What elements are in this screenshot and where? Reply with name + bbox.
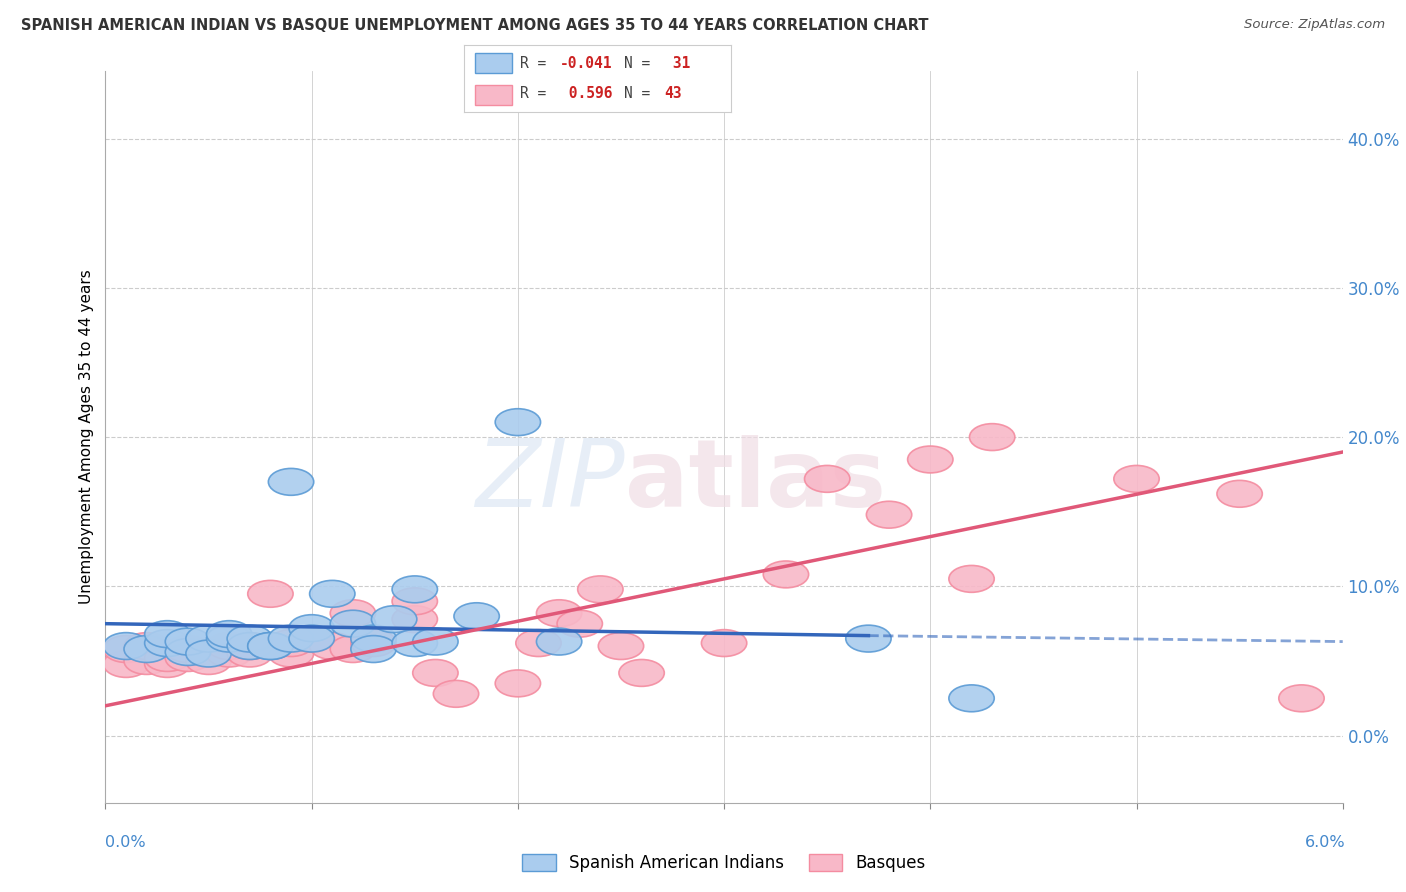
Text: R =: R = [520,56,555,70]
Ellipse shape [392,630,437,657]
Ellipse shape [290,625,335,652]
Ellipse shape [228,640,273,667]
Ellipse shape [228,632,273,659]
Legend: Spanish American Indians, Basques: Spanish American Indians, Basques [516,847,932,879]
Text: SPANISH AMERICAN INDIAN VS BASQUE UNEMPLOYMENT AMONG AGES 35 TO 44 YEARS CORRELA: SPANISH AMERICAN INDIAN VS BASQUE UNEMPL… [21,18,928,33]
Ellipse shape [413,659,458,686]
Y-axis label: Unemployment Among Ages 35 to 44 years: Unemployment Among Ages 35 to 44 years [79,269,94,605]
Ellipse shape [495,670,540,697]
Ellipse shape [866,501,911,528]
Ellipse shape [207,640,252,667]
Ellipse shape [186,625,231,652]
Bar [475,85,512,104]
Ellipse shape [537,599,582,627]
Ellipse shape [970,424,1015,450]
Ellipse shape [309,581,354,607]
Text: 31: 31 [665,56,690,70]
Text: Source: ZipAtlas.com: Source: ZipAtlas.com [1244,18,1385,31]
Ellipse shape [619,659,664,686]
Ellipse shape [166,636,211,663]
Ellipse shape [495,409,540,435]
Ellipse shape [228,625,273,652]
Ellipse shape [352,636,396,663]
Ellipse shape [166,645,211,672]
Ellipse shape [145,645,190,672]
Ellipse shape [247,581,292,607]
Ellipse shape [186,640,231,667]
Ellipse shape [207,625,252,652]
Ellipse shape [269,468,314,495]
Ellipse shape [207,632,252,659]
Ellipse shape [166,628,211,655]
Ellipse shape [949,566,994,592]
Ellipse shape [804,466,849,492]
Ellipse shape [413,628,458,655]
Ellipse shape [124,648,169,674]
Text: N =: N = [624,86,659,101]
Ellipse shape [763,561,808,588]
Ellipse shape [352,630,396,657]
Ellipse shape [145,650,190,677]
Ellipse shape [1279,685,1324,712]
Text: N =: N = [624,56,659,70]
Ellipse shape [290,625,335,652]
Ellipse shape [145,630,190,657]
Ellipse shape [104,636,149,663]
Ellipse shape [578,576,623,603]
Ellipse shape [908,446,953,473]
Ellipse shape [124,632,169,659]
Ellipse shape [247,632,292,659]
Ellipse shape [1114,466,1159,492]
Text: atlas: atlas [626,435,886,527]
Ellipse shape [392,576,437,603]
Ellipse shape [516,630,561,657]
Ellipse shape [330,610,375,637]
Ellipse shape [1218,481,1263,508]
Ellipse shape [330,636,375,663]
Ellipse shape [599,632,644,659]
Ellipse shape [104,650,149,677]
Ellipse shape [269,640,314,667]
Ellipse shape [371,606,416,632]
Ellipse shape [949,685,994,712]
Ellipse shape [557,610,602,637]
Ellipse shape [290,615,335,641]
Text: 0.596: 0.596 [560,86,613,101]
Ellipse shape [433,681,478,707]
Ellipse shape [269,630,314,657]
Text: 43: 43 [665,86,682,101]
Text: 0.0%: 0.0% [105,836,146,850]
Ellipse shape [269,625,314,652]
Ellipse shape [392,588,437,615]
Ellipse shape [309,632,354,659]
Text: ZIP: ZIP [475,435,626,526]
Ellipse shape [846,625,891,652]
Text: R =: R = [520,86,555,101]
Ellipse shape [454,603,499,630]
Ellipse shape [186,648,231,674]
Ellipse shape [537,628,582,655]
Ellipse shape [207,621,252,648]
Text: -0.041: -0.041 [560,56,613,70]
Ellipse shape [166,639,211,665]
Ellipse shape [124,636,169,663]
Ellipse shape [247,632,292,659]
Ellipse shape [228,632,273,659]
Ellipse shape [352,625,396,652]
Ellipse shape [104,632,149,659]
Ellipse shape [392,606,437,632]
Ellipse shape [186,640,231,667]
Text: 6.0%: 6.0% [1305,836,1346,850]
Ellipse shape [145,621,190,648]
Ellipse shape [330,599,375,627]
Ellipse shape [702,630,747,657]
Bar [475,54,512,73]
